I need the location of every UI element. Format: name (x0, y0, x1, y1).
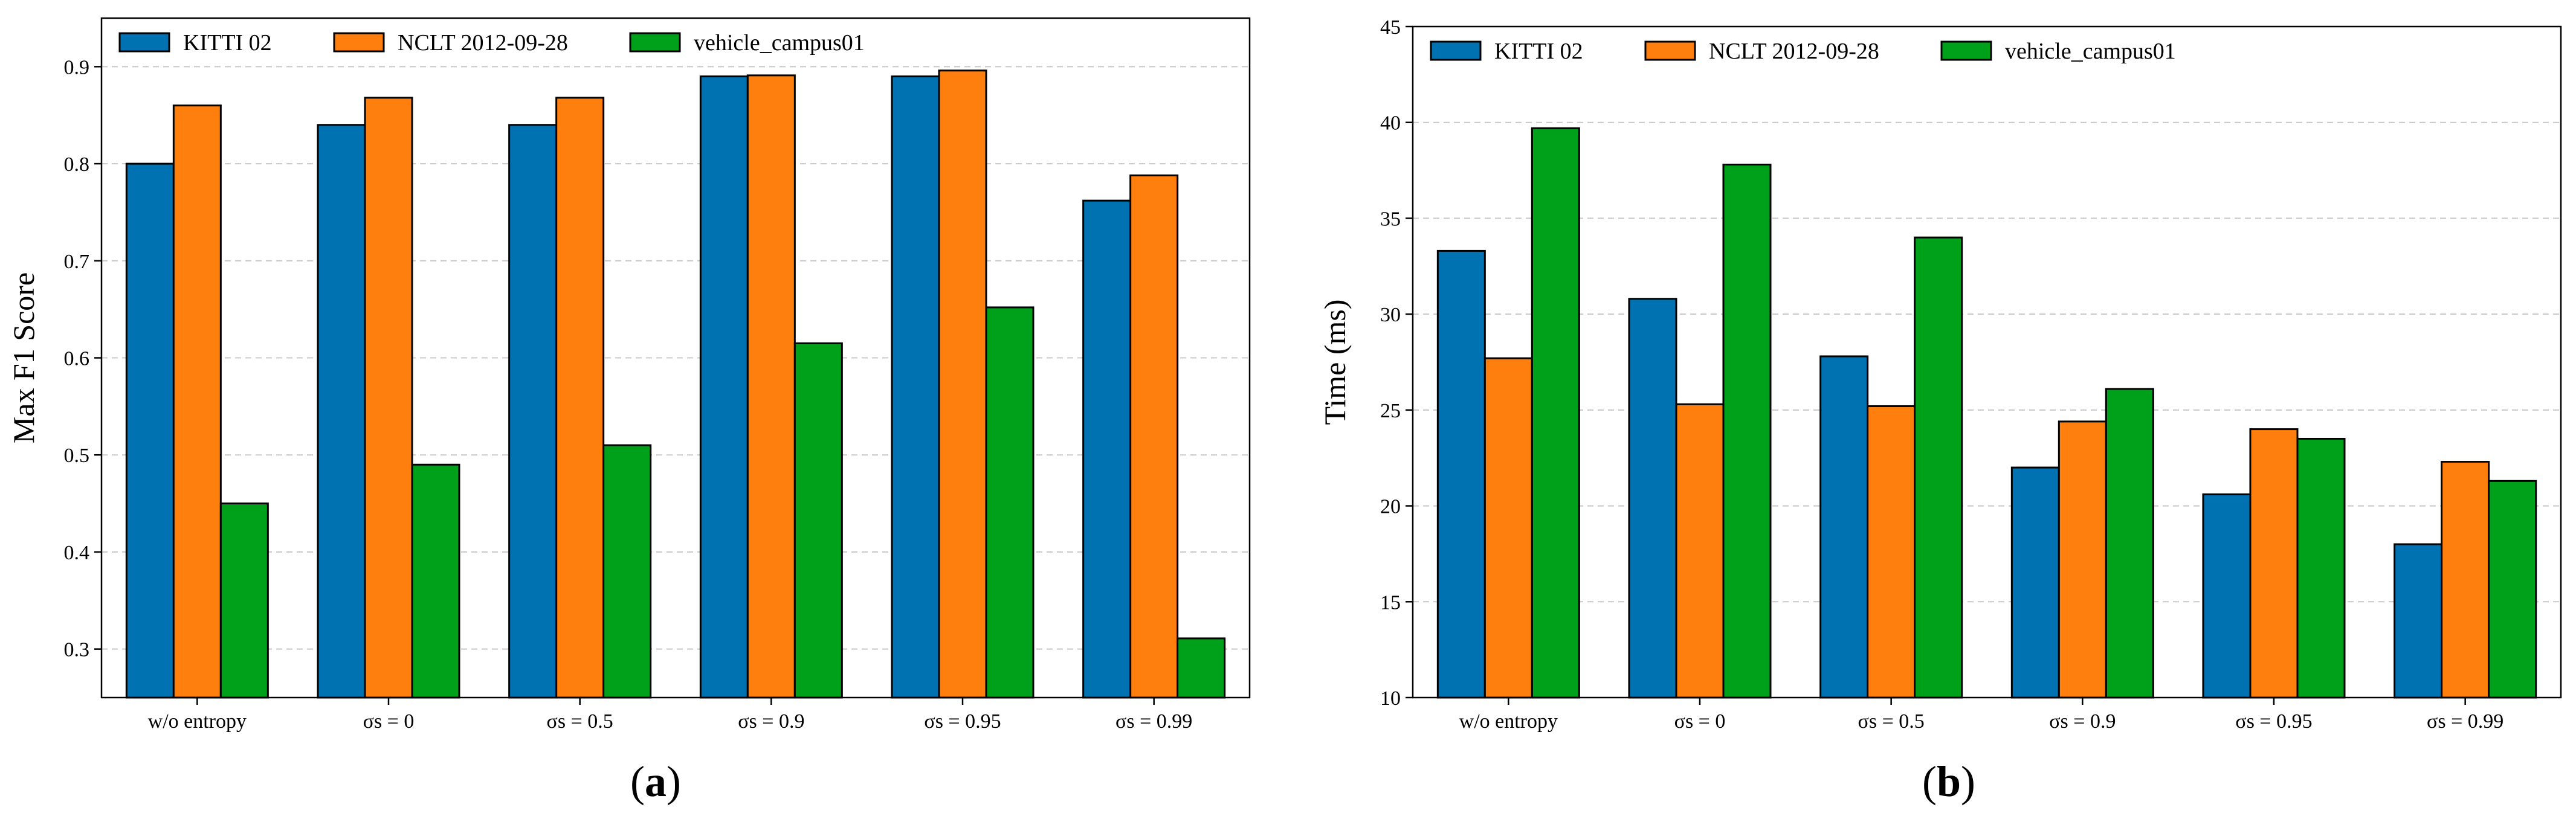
x-tick-label: σs = 0.99 (1115, 710, 1192, 733)
bar-nclt-2012-09-28-2 (1675, 403, 1725, 699)
bar-vehicle-campus01-2 (411, 463, 460, 699)
chart-panel-b: 10 15 20 25 30 35 40 45 w/o entropy σs = 0 σs = 0.… (1318, 16, 2562, 806)
y-tick-label: 15 (1380, 591, 1401, 614)
legend-label-vehicle-campus01: vehicle_campus01 (694, 30, 865, 56)
y-tick-label: 0.8 (64, 153, 90, 176)
legend-swatch-kitti-02 (1430, 40, 1482, 61)
y-tick-label: 0.5 (64, 445, 90, 467)
x-tick-label: σs = 0.95 (2235, 710, 2312, 733)
bar-vehicle-campus01-3 (602, 444, 652, 699)
y-tick-label: 0.4 (64, 542, 90, 564)
y-tick-label: 0.6 (64, 348, 90, 370)
bar-kitti-02-6 (1082, 199, 1132, 699)
y-tick-label: 25 (1380, 400, 1401, 422)
bar-kitti-02-2 (1628, 298, 1677, 699)
y-tick-label: 10 (1380, 687, 1401, 710)
bar-vehicle-campus01-5 (2296, 437, 2346, 699)
y-axis-title: Max F1 Score (7, 272, 40, 443)
bar-kitti-02-5 (891, 75, 940, 699)
bar-nclt-2012-09-28-6 (1129, 174, 1179, 699)
bar-vehicle-campus01-4 (793, 342, 843, 699)
x-tick-label: σs = 0 (1674, 710, 1726, 733)
bar-nclt-2012-09-28-3 (555, 97, 605, 699)
legend-label-nclt-2012-09-28: NCLT 2012-09-28 (1709, 39, 1879, 64)
bar-nclt-2012-09-28-5 (2249, 428, 2299, 699)
x-tick-label: σs = 0.9 (2049, 710, 2116, 733)
y-tick-label: 35 (1380, 208, 1401, 230)
legend-swatch-nclt-2012-09-28 (1644, 40, 1696, 61)
legend-label-kitti-02: KITTI 02 (183, 30, 272, 56)
bar-vehicle-campus01-4 (2105, 388, 2154, 699)
x-tick-label: σs = 0.5 (1858, 710, 1925, 733)
bar-kitti-02-4 (699, 75, 749, 699)
legend-label-vehicle-campus01: vehicle_campus01 (2005, 39, 2176, 64)
bar-nclt-2012-09-28-6 (2441, 461, 2490, 699)
y-axis-title: Time (ms) (1318, 300, 1352, 425)
bar-nclt-2012-09-28-5 (938, 69, 987, 699)
bar-nclt-2012-09-28-1 (1483, 357, 1533, 699)
bar-kitti-02-1 (1436, 249, 1486, 699)
bar-vehicle-campus01-6 (2488, 480, 2537, 699)
y-tick-label: 0.3 (64, 639, 90, 661)
y-tick-label: 0.9 (64, 56, 90, 79)
x-tick-label: σs = 0.9 (738, 710, 804, 733)
panel-label: (b) (1922, 757, 1975, 806)
y-tick-label: 45 (1380, 16, 1401, 39)
y-tick-label: 0.7 (64, 251, 90, 273)
bar-kitti-02-5 (2202, 493, 2252, 699)
bar-vehicle-campus01-2 (1722, 164, 1772, 699)
bar-vehicle-campus01-5 (985, 306, 1035, 699)
bar-nclt-2012-09-28-4 (2058, 420, 2107, 699)
legend-swatch-nclt-2012-09-28 (333, 32, 385, 53)
bar-kitti-02-1 (125, 162, 175, 699)
bar-vehicle-campus01-3 (1914, 236, 1963, 699)
panel-label: (a) (630, 757, 681, 806)
legend-label-kitti-02: KITTI 02 (1494, 39, 1583, 64)
bar-vehicle-campus01-6 (1177, 637, 1226, 699)
bar-nclt-2012-09-28-4 (746, 74, 796, 699)
y-tick-label: 40 (1380, 112, 1401, 135)
bar-kitti-02-6 (2394, 543, 2443, 699)
x-tick-label: w/o entropy (148, 710, 247, 733)
legend-swatch-vehicle-campus01 (629, 32, 681, 53)
bar-vehicle-campus01-1 (1531, 127, 1580, 699)
bar-nclt-2012-09-28-3 (1867, 405, 1916, 699)
chart-panel-a: 0.3 0.4 0.5 0.6 0.7 0.8 0.9 w/o entropy σs = 0 σs… (7, 17, 1251, 806)
bar-nclt-2012-09-28-2 (364, 97, 413, 699)
bar-kitti-02-3 (508, 124, 558, 699)
bar-vehicle-campus01-1 (219, 503, 269, 699)
plot-frame (1412, 25, 2562, 699)
x-tick-label: σs = 0.5 (547, 710, 613, 733)
x-tick-label: σs = 0.99 (2427, 710, 2503, 733)
y-tick-label: 20 (1380, 496, 1401, 518)
x-tick-label: w/o entropy (1459, 710, 1558, 733)
plot-frame (100, 17, 1251, 699)
bar-kitti-02-3 (1819, 355, 1869, 699)
legend-label-nclt-2012-09-28: NCLT 2012-09-28 (398, 30, 568, 56)
bar-kitti-02-2 (317, 124, 366, 699)
x-tick-label: σs = 0 (363, 710, 415, 733)
bar-kitti-02-4 (2010, 466, 2060, 699)
legend-swatch-vehicle-campus01 (1940, 40, 1992, 61)
legend-swatch-kitti-02 (118, 32, 170, 53)
y-tick-label: 30 (1380, 304, 1401, 326)
x-tick-label: σs = 0.95 (924, 710, 1001, 733)
bar-nclt-2012-09-28-1 (172, 104, 222, 699)
